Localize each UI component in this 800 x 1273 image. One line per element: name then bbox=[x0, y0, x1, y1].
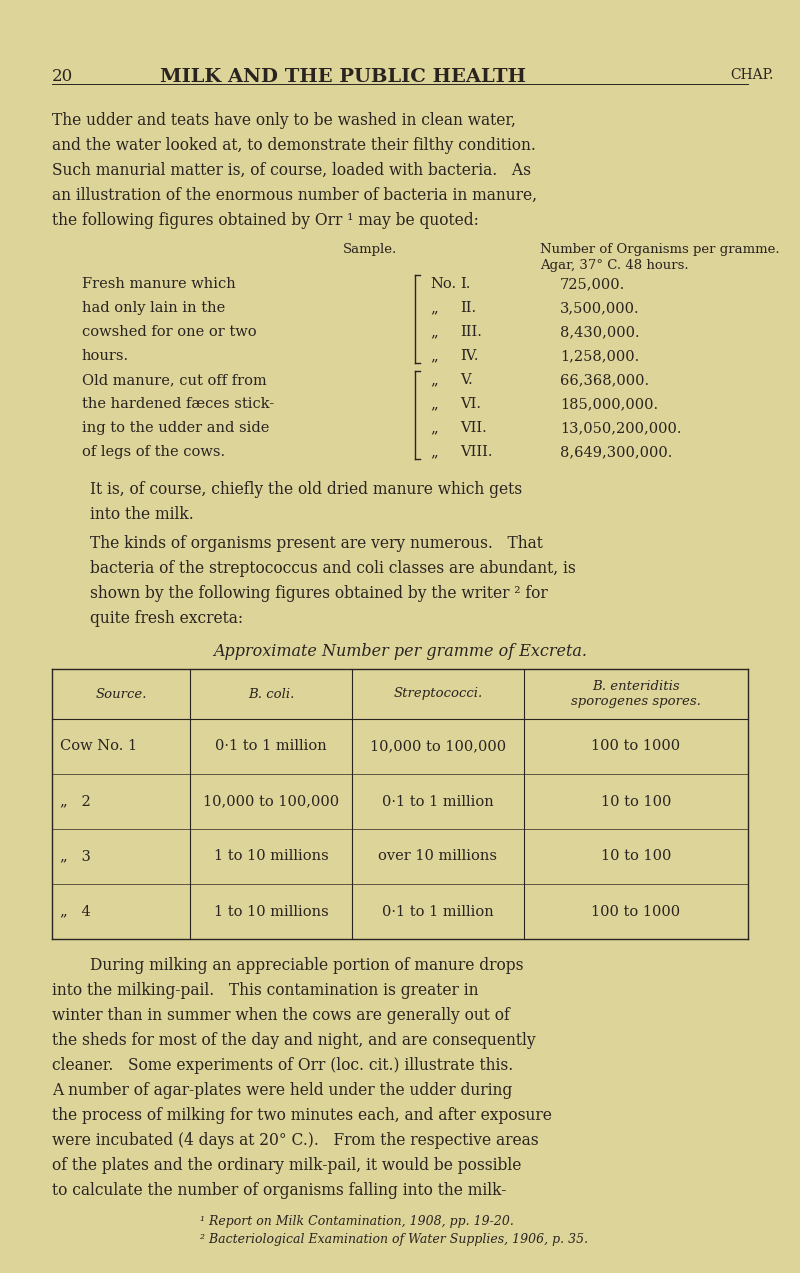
Text: 10 to 100: 10 to 100 bbox=[601, 849, 671, 863]
Text: „: „ bbox=[430, 325, 438, 339]
Text: 0·1 to 1 million: 0·1 to 1 million bbox=[215, 740, 327, 754]
Text: ing to the udder and side: ing to the udder and side bbox=[82, 421, 270, 435]
Text: the following figures obtained by Orr ¹ may be quoted:: the following figures obtained by Orr ¹ … bbox=[52, 213, 479, 229]
Text: to calculate the number of organisms falling into the milk-: to calculate the number of organisms fal… bbox=[52, 1183, 506, 1199]
Text: Such manurial matter is, of course, loaded with bacteria.   As: Such manurial matter is, of course, load… bbox=[52, 162, 531, 179]
Text: ¹ Report on Milk Contamination, 1908, pp. 19-20.: ¹ Report on Milk Contamination, 1908, pp… bbox=[200, 1214, 514, 1228]
Text: Agar, 37° C. 48 hours.: Agar, 37° C. 48 hours. bbox=[540, 258, 689, 272]
Text: VI.: VI. bbox=[460, 397, 481, 411]
Text: „: „ bbox=[430, 349, 438, 363]
Text: 0·1 to 1 million: 0·1 to 1 million bbox=[382, 905, 494, 919]
Text: B. enteriditis: B. enteriditis bbox=[592, 680, 680, 693]
Text: of legs of the cows.: of legs of the cows. bbox=[82, 446, 225, 460]
Text: „: „ bbox=[430, 300, 438, 314]
Text: the hardened fæces stick-: the hardened fæces stick- bbox=[82, 397, 274, 411]
Text: The kinds of organisms present are very numerous.   That: The kinds of organisms present are very … bbox=[90, 535, 543, 552]
Text: had only lain in the: had only lain in the bbox=[82, 300, 226, 314]
Text: into the milking-pail.   This contamination is greater in: into the milking-pail. This contaminatio… bbox=[52, 981, 478, 999]
Text: 3,500,000.: 3,500,000. bbox=[560, 300, 640, 314]
Text: IV.: IV. bbox=[460, 349, 478, 363]
Text: Streptococci.: Streptococci. bbox=[394, 687, 482, 700]
Text: No.: No. bbox=[430, 278, 456, 292]
Text: the process of milking for two minutes each, and after exposure: the process of milking for two minutes e… bbox=[52, 1108, 552, 1124]
Text: the sheds for most of the day and night, and are consequently: the sheds for most of the day and night,… bbox=[52, 1032, 536, 1049]
Text: „   3: „ 3 bbox=[60, 849, 91, 863]
Text: V.: V. bbox=[460, 373, 473, 387]
Text: 13,050,200,000.: 13,050,200,000. bbox=[560, 421, 682, 435]
Text: bacteria of the streptococcus and coli classes are abundant, is: bacteria of the streptococcus and coli c… bbox=[90, 560, 576, 577]
Text: During milking an appreciable portion of manure drops: During milking an appreciable portion of… bbox=[90, 957, 523, 974]
Text: over 10 millions: over 10 millions bbox=[378, 849, 498, 863]
Text: ² Bacteriological Examination of Water Supplies, 1906, p. 35.: ² Bacteriological Examination of Water S… bbox=[200, 1234, 588, 1246]
Text: „: „ bbox=[430, 373, 438, 387]
Text: Old manure, cut off from: Old manure, cut off from bbox=[82, 373, 266, 387]
Text: cowshed for one or two: cowshed for one or two bbox=[82, 325, 257, 339]
Text: 8,430,000.: 8,430,000. bbox=[560, 325, 640, 339]
Text: A number of agar-plates were held under the udder during: A number of agar-plates were held under … bbox=[52, 1082, 512, 1099]
Text: It is, of course, chiefly the old dried manure which gets: It is, of course, chiefly the old dried … bbox=[90, 481, 522, 498]
Text: cleaner.   Some experiments of Orr (loc. cit.) illustrate this.: cleaner. Some experiments of Orr (loc. c… bbox=[52, 1057, 514, 1074]
Text: sporogenes spores.: sporogenes spores. bbox=[571, 695, 701, 709]
Text: were incubated (4 days at 20° C.).   From the respective areas: were incubated (4 days at 20° C.). From … bbox=[52, 1132, 538, 1150]
Text: 100 to 1000: 100 to 1000 bbox=[591, 905, 681, 919]
Text: 185,000,000.: 185,000,000. bbox=[560, 397, 658, 411]
Text: and the water looked at, to demonstrate their filthy condition.: and the water looked at, to demonstrate … bbox=[52, 137, 536, 154]
Text: 0·1 to 1 million: 0·1 to 1 million bbox=[382, 794, 494, 808]
Text: 1 to 10 millions: 1 to 10 millions bbox=[214, 905, 328, 919]
Text: 8,649,300,000.: 8,649,300,000. bbox=[560, 446, 672, 460]
Text: VII.: VII. bbox=[460, 421, 486, 435]
Text: CHAP.: CHAP. bbox=[730, 67, 774, 81]
Text: II.: II. bbox=[460, 300, 476, 314]
Text: III.: III. bbox=[460, 325, 482, 339]
Text: „: „ bbox=[430, 421, 438, 435]
Text: quite fresh excreta:: quite fresh excreta: bbox=[90, 610, 243, 628]
Text: 1 to 10 millions: 1 to 10 millions bbox=[214, 849, 328, 863]
Text: of the plates and the ordinary milk-pail, it would be possible: of the plates and the ordinary milk-pail… bbox=[52, 1157, 522, 1174]
Text: hours.: hours. bbox=[82, 349, 129, 363]
Text: B. coli.: B. coli. bbox=[248, 687, 294, 700]
Text: Cow No. 1: Cow No. 1 bbox=[60, 740, 137, 754]
Text: 100 to 1000: 100 to 1000 bbox=[591, 740, 681, 754]
Text: Number of Organisms per gramme.: Number of Organisms per gramme. bbox=[540, 243, 780, 256]
Text: Fresh manure which: Fresh manure which bbox=[82, 278, 236, 292]
Text: 20: 20 bbox=[52, 67, 74, 85]
Text: 10,000 to 100,000: 10,000 to 100,000 bbox=[370, 740, 506, 754]
Text: Source.: Source. bbox=[95, 687, 146, 700]
Text: I.: I. bbox=[460, 278, 470, 292]
Text: Sample.: Sample. bbox=[343, 243, 397, 256]
Text: shown by the following figures obtained by the writer ² for: shown by the following figures obtained … bbox=[90, 586, 548, 602]
Text: „   2: „ 2 bbox=[60, 794, 90, 808]
Text: Approximate Number per gramme of Excreta.: Approximate Number per gramme of Excreta… bbox=[213, 643, 587, 659]
Text: „: „ bbox=[430, 397, 438, 411]
Text: 10,000 to 100,000: 10,000 to 100,000 bbox=[203, 794, 339, 808]
Text: 1,258,000.: 1,258,000. bbox=[560, 349, 639, 363]
Text: „: „ bbox=[430, 446, 438, 460]
Text: 66,368,000.: 66,368,000. bbox=[560, 373, 649, 387]
Text: „   4: „ 4 bbox=[60, 905, 90, 919]
Text: 10 to 100: 10 to 100 bbox=[601, 794, 671, 808]
Text: winter than in summer when the cows are generally out of: winter than in summer when the cows are … bbox=[52, 1007, 510, 1023]
Text: The udder and teats have only to be washed in clean water,: The udder and teats have only to be wash… bbox=[52, 112, 516, 129]
Text: 725,000.: 725,000. bbox=[560, 278, 626, 292]
Text: an illustration of the enormous number of bacteria in manure,: an illustration of the enormous number o… bbox=[52, 187, 537, 204]
Text: into the milk.: into the milk. bbox=[90, 505, 194, 523]
Text: MILK AND THE PUBLIC HEALTH: MILK AND THE PUBLIC HEALTH bbox=[160, 67, 526, 87]
Text: VIII.: VIII. bbox=[460, 446, 493, 460]
